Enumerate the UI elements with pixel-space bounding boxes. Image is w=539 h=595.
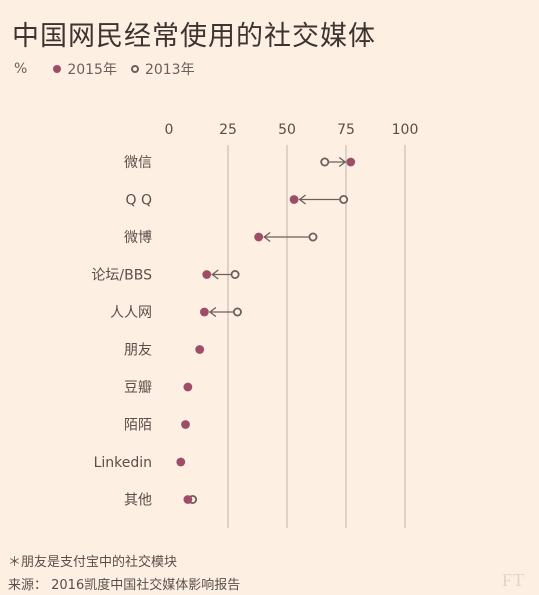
category-label: 人人网 [110,305,152,321]
category-label: 朋友 [124,343,152,359]
point-2013 [232,307,242,317]
point-2013 [320,157,330,167]
arrowhead-icon [208,306,217,318]
legend-item-2015: 2015年 [53,59,117,79]
point-2015 [254,232,264,242]
x-tick-label: 50 [278,122,296,138]
filled-dot-icon [53,65,62,73]
point-2013 [339,194,349,204]
legend: % 2015年 2013年 [14,60,209,78]
x-tick-label: 100 [392,122,419,138]
legend-label-2015: 2015年 [67,62,117,78]
x-tick-label: 75 [337,122,355,138]
x-tick-label: 25 [219,122,237,138]
legend-label-2013: 2013年 [144,62,195,78]
category-label: 豆瓣 [124,380,152,396]
point-2015 [346,157,356,167]
ft-logo: FT [501,570,525,590]
point-2015 [202,270,212,279]
point-2015 [181,420,190,429]
arrowhead-icon [298,194,306,205]
source-note: 来源： 2016凯度中国社交媒体影响报告 [8,578,241,593]
point-2015 [200,307,209,317]
point-2015 [195,345,205,354]
x-tick-label: 0 [165,122,174,138]
category-label: 陌陌 [124,418,152,434]
footnote: ＊朋友是支付宝中的社交模块 [8,555,178,570]
point-2015 [289,195,299,204]
category-label: Q Q [126,193,153,209]
point-2013 [308,232,318,242]
category-label: 微信 [124,155,152,171]
arrowhead-icon [211,269,219,280]
category-label: 论坛/BBS [91,268,152,284]
point-2013 [230,269,240,279]
category-label: 其他 [124,493,152,509]
chart-title: 中国网民经常使用的社交媒体 [12,21,376,52]
arrowhead-icon [338,156,347,168]
point-2015 [176,457,186,467]
point-2015 [183,382,193,392]
category-label: Linkedin [94,455,152,471]
arrowhead-icon [263,231,271,243]
point-2015 [183,495,193,504]
hollow-dot-icon [130,65,139,73]
unit-label: % [14,61,28,77]
category-label: 微博 [124,229,152,246]
legend-item-2013: 2013年 [130,59,195,79]
